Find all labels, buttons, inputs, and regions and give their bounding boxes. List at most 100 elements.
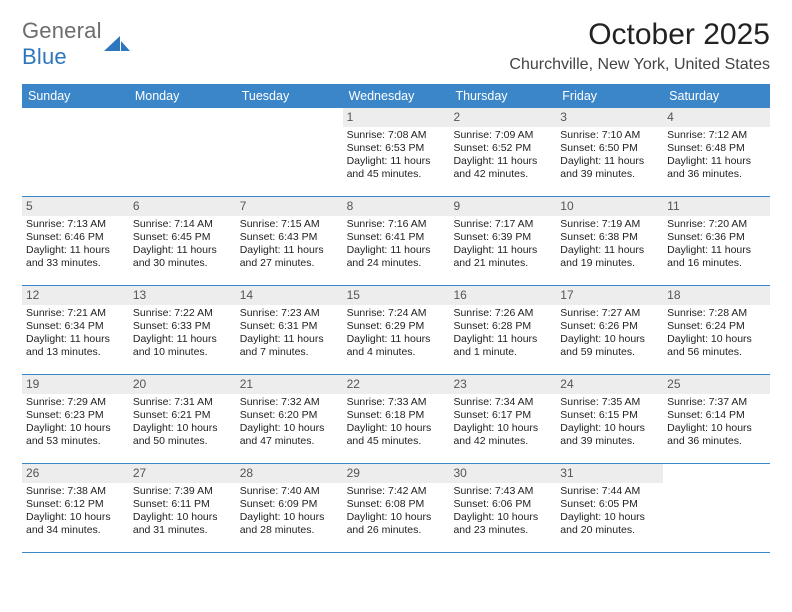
daylight-text: Daylight: 11 hours and 36 minutes. [667,155,766,181]
day-cell: 17Sunrise: 7:27 AMSunset: 6:26 PMDayligh… [556,286,663,374]
daylight-text: Daylight: 11 hours and 27 minutes. [240,244,339,270]
topbar: General Blue October 2025 Churchville, N… [22,18,770,74]
day-number: 4 [663,108,770,127]
empty-cell [22,108,129,196]
day-number: 23 [449,375,556,394]
sunrise-text: Sunrise: 7:24 AM [347,307,446,320]
day-cell: 4Sunrise: 7:12 AMSunset: 6:48 PMDaylight… [663,108,770,196]
day-cell: 10Sunrise: 7:19 AMSunset: 6:38 PMDayligh… [556,197,663,285]
day-header: Sunday [22,84,129,108]
week-row: 19Sunrise: 7:29 AMSunset: 6:23 PMDayligh… [22,375,770,464]
sunset-text: Sunset: 6:11 PM [133,498,232,511]
sunset-text: Sunset: 6:45 PM [133,231,232,244]
sunset-text: Sunset: 6:36 PM [667,231,766,244]
day-number: 15 [343,286,450,305]
day-number: 16 [449,286,556,305]
day-number: 18 [663,286,770,305]
day-cell: 28Sunrise: 7:40 AMSunset: 6:09 PMDayligh… [236,464,343,552]
sunset-text: Sunset: 6:53 PM [347,142,446,155]
day-cell: 14Sunrise: 7:23 AMSunset: 6:31 PMDayligh… [236,286,343,374]
daylight-text: Daylight: 10 hours and 23 minutes. [453,511,552,537]
day-number: 17 [556,286,663,305]
sunset-text: Sunset: 6:15 PM [560,409,659,422]
day-number: 30 [449,464,556,483]
day-cell: 11 Sunrise: 7:20 AMSunset: 6:36 PMDayligh… [663,197,770,285]
day-cell: 1Sunrise: 7:08 AMSunset: 6:53 PMDaylight… [343,108,450,196]
day-cell: 19Sunrise: 7:29 AMSunset: 6:23 PMDayligh… [22,375,129,463]
day-header-row: SundayMondayTuesdayWednesdayThursdayFrid… [22,84,770,108]
sunset-text: Sunset: 6:14 PM [667,409,766,422]
title-block: October 2025 Churchville, New York, Unit… [509,18,770,74]
daylight-text: Daylight: 10 hours and 34 minutes. [26,511,125,537]
sunrise-text: Sunrise: 7:17 AM [453,218,552,231]
day-number: 20 [129,375,236,394]
day-number: 27 [129,464,236,483]
sunrise-text: Sunrise: 7:43 AM [453,485,552,498]
sail-icon [104,35,130,53]
day-number: 21 [236,375,343,394]
sunset-text: Sunset: 6:26 PM [560,320,659,333]
sunrise-text: Sunrise: 7:38 AM [26,485,125,498]
sunrise-text: Sunrise: 7:33 AM [347,396,446,409]
daylight-text: Daylight: 10 hours and 39 minutes. [560,422,659,448]
daylight-text: Daylight: 11 hours and 39 minutes. [560,155,659,181]
daylight-text: Daylight: 11 hours and 4 minutes. [347,333,446,359]
sunrise-text: Sunrise: 7:39 AM [133,485,232,498]
weeks-container: 1Sunrise: 7:08 AMSunset: 6:53 PMDaylight… [22,108,770,553]
day-cell: 27Sunrise: 7:39 AMSunset: 6:11 PMDayligh… [129,464,236,552]
week-row: 1Sunrise: 7:08 AMSunset: 6:53 PMDaylight… [22,108,770,197]
sunrise-text: Sunrise: 7:16 AM [347,218,446,231]
day-number: 9 [449,197,556,216]
location: Churchville, New York, United States [509,56,770,74]
day-number: 7 [236,197,343,216]
sunrise-text: Sunrise: 7:20 AM [667,218,766,231]
daylight-text: Daylight: 10 hours and 56 minutes. [667,333,766,359]
day-cell: 29Sunrise: 7:42 AMSunset: 6:08 PMDayligh… [343,464,450,552]
week-row: 5Sunrise: 7:13 AMSunset: 6:46 PMDaylight… [22,197,770,286]
sunrise-text: Sunrise: 7:29 AM [26,396,125,409]
day-number: 24 [556,375,663,394]
day-cell: 6Sunrise: 7:14 AMSunset: 6:45 PMDaylight… [129,197,236,285]
day-cell: 15 Sunrise: 7:24 AMSunset: 6:29 PMDayligh… [343,286,450,374]
day-cell: 12Sunrise: 7:21 AMSunset: 6:34 PMDayligh… [22,286,129,374]
day-number: 3 [556,108,663,127]
daylight-text: Daylight: 11 hours and 24 minutes. [347,244,446,270]
sunrise-text: Sunrise: 7:21 AM [26,307,125,320]
sunset-text: Sunset: 6:08 PM [347,498,446,511]
sunset-text: Sunset: 6:05 PM [560,498,659,511]
sunset-text: Sunset: 6:43 PM [240,231,339,244]
daylight-text: Daylight: 10 hours and 59 minutes. [560,333,659,359]
day-cell: 25Sunrise: 7:37 AMSunset: 6:14 PMDayligh… [663,375,770,463]
daylight-text: Daylight: 10 hours and 20 minutes. [560,511,659,537]
day-number: 26 [22,464,129,483]
day-cell: 13Sunrise: 7:22 AMSunset: 6:33 PMDayligh… [129,286,236,374]
calendar-page: General Blue October 2025 Churchville, N… [0,0,792,563]
sunrise-text: Sunrise: 7:14 AM [133,218,232,231]
sunset-text: Sunset: 6:06 PM [453,498,552,511]
sunrise-text: Sunrise: 7:32 AM [240,396,339,409]
day-number: 5 [22,197,129,216]
calendar: SundayMondayTuesdayWednesdayThursdayFrid… [22,84,770,553]
sunrise-text: Sunrise: 7:10 AM [560,129,659,142]
sunset-text: Sunset: 6:31 PM [240,320,339,333]
sunrise-text: Sunrise: 7:34 AM [453,396,552,409]
daylight-text: Daylight: 11 hours and 16 minutes. [667,244,766,270]
day-header: Friday [556,84,663,108]
logo-text: General Blue [22,18,102,70]
day-number: 11 [663,197,770,216]
daylight-text: Daylight: 10 hours and 28 minutes. [240,511,339,537]
daylight-text: Daylight: 10 hours and 50 minutes. [133,422,232,448]
sunset-text: Sunset: 6:29 PM [347,320,446,333]
sunrise-text: Sunrise: 7:22 AM [133,307,232,320]
day-number: 2 [449,108,556,127]
sunrise-text: Sunrise: 7:40 AM [240,485,339,498]
daylight-text: Daylight: 11 hours and 45 minutes. [347,155,446,181]
daylight-text: Daylight: 10 hours and 36 minutes. [667,422,766,448]
sunset-text: Sunset: 6:46 PM [26,231,125,244]
sunrise-text: Sunrise: 7:23 AM [240,307,339,320]
week-row: 12Sunrise: 7:21 AMSunset: 6:34 PMDayligh… [22,286,770,375]
day-number: 25 [663,375,770,394]
sunrise-text: Sunrise: 7:12 AM [667,129,766,142]
sunset-text: Sunset: 6:21 PM [133,409,232,422]
daylight-text: Daylight: 10 hours and 26 minutes. [347,511,446,537]
